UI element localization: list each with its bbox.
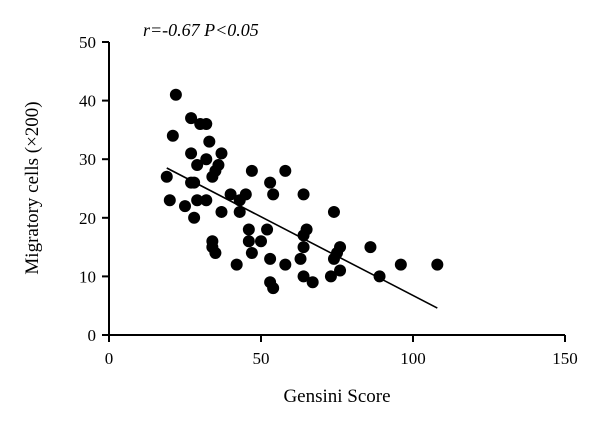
- data-point: [394, 258, 407, 271]
- data-point: [188, 211, 201, 224]
- y-tick-label: 50: [79, 33, 96, 52]
- data-point: [200, 153, 213, 166]
- data-point: [255, 235, 267, 248]
- data-point: [191, 159, 204, 172]
- y-axis-title: Migratory cells (×200): [22, 101, 43, 274]
- data-point: [297, 270, 310, 283]
- y-tick-label: 0: [88, 326, 97, 345]
- data-point: [215, 205, 228, 218]
- data-point: [297, 241, 310, 254]
- x-tick-label: 150: [552, 349, 578, 368]
- data-point: [331, 246, 343, 259]
- correlation-annotation: r=-0.67 P<0.05: [143, 20, 259, 40]
- x-tick-label: 100: [400, 349, 426, 368]
- regression-line-group: [166, 167, 438, 309]
- data-point: [267, 188, 280, 201]
- data-point: [279, 258, 292, 271]
- data-point: [306, 276, 319, 289]
- y-tick-label: 10: [79, 267, 96, 286]
- data-points: [160, 88, 444, 295]
- data-point: [200, 118, 213, 131]
- data-point: [245, 246, 258, 259]
- data-point: [185, 112, 198, 125]
- data-point: [267, 282, 280, 295]
- y-axis: 0 10 20 30 40 50: [79, 33, 110, 345]
- data-point: [179, 200, 191, 213]
- data-point: [431, 258, 444, 271]
- data-point: [191, 194, 204, 207]
- data-point: [233, 205, 246, 218]
- data-point: [209, 164, 222, 177]
- y-tick-label: 30: [79, 150, 96, 169]
- data-point: [169, 88, 182, 101]
- data-point: [160, 170, 173, 183]
- data-point: [185, 147, 198, 160]
- x-axis: 0 50 100 150: [105, 334, 578, 368]
- regression-line: [166, 167, 438, 309]
- data-point: [264, 252, 277, 265]
- data-point: [166, 129, 179, 142]
- data-point: [334, 264, 347, 277]
- y-tick-label: 20: [79, 209, 96, 228]
- data-point: [364, 241, 377, 254]
- data-point: [209, 246, 222, 259]
- data-point: [264, 176, 277, 189]
- data-point: [215, 147, 228, 160]
- y-tick-label: 40: [79, 92, 96, 111]
- data-point: [294, 252, 307, 265]
- data-point: [163, 194, 176, 207]
- data-point: [324, 270, 337, 283]
- data-point: [200, 194, 213, 207]
- data-point: [224, 188, 237, 201]
- data-point: [203, 135, 216, 148]
- data-point: [327, 205, 340, 218]
- x-tick-label: 50: [253, 349, 270, 368]
- x-axis-title: Gensini Score: [283, 386, 390, 407]
- data-point: [261, 223, 274, 236]
- data-point: [242, 235, 255, 248]
- x-tick-label: 0: [105, 349, 114, 368]
- data-point: [297, 188, 310, 201]
- data-point: [245, 164, 258, 177]
- data-point: [297, 229, 310, 242]
- data-point: [233, 194, 246, 207]
- data-point: [242, 223, 255, 236]
- data-point: [279, 164, 292, 177]
- data-point: [230, 258, 243, 271]
